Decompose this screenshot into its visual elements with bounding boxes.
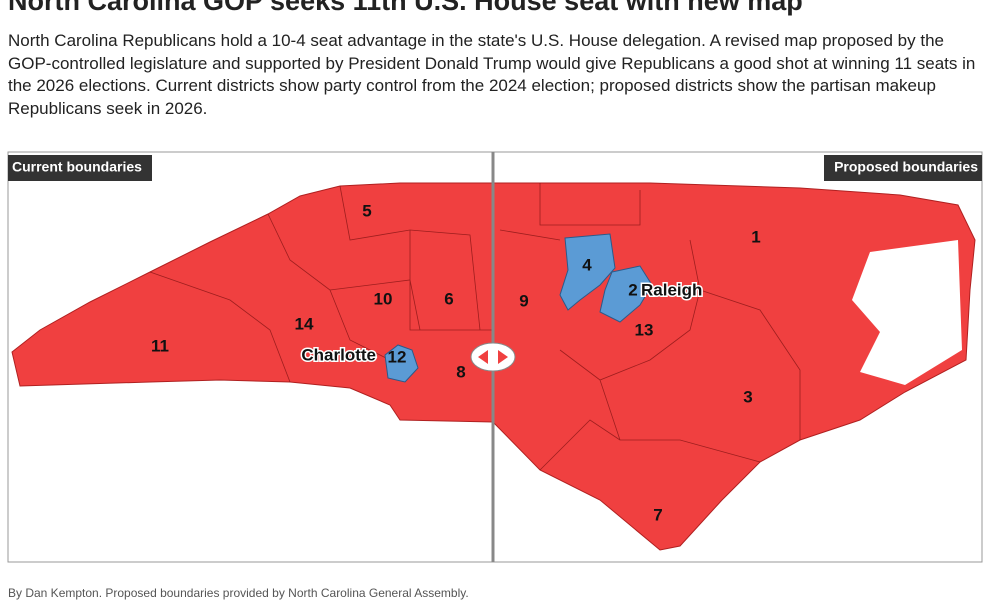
district-number: 12 xyxy=(388,347,407,366)
blue-district xyxy=(599,265,653,323)
label-bg xyxy=(824,155,982,181)
district-number: 5 xyxy=(362,201,371,220)
handle[interactable] xyxy=(470,342,516,372)
district-number: 11 xyxy=(151,336,169,355)
city-label: Raleigh xyxy=(641,280,702,299)
description: North Carolina Republicans hold a 10-4 s… xyxy=(8,31,976,118)
proposed-map xyxy=(493,182,976,551)
handle-arrows xyxy=(478,350,508,364)
blue-district xyxy=(384,344,419,383)
label-bg xyxy=(8,155,152,181)
district-number: 8 xyxy=(456,362,465,381)
right-label: Proposed boundaries xyxy=(834,159,978,175)
district-number: 7 xyxy=(653,505,662,524)
district-number: 2 xyxy=(628,280,637,299)
credit: By Dan Kempton. Proposed boundaries prov… xyxy=(8,586,469,600)
district-number: 3 xyxy=(743,387,752,406)
district-number: 4 xyxy=(582,255,592,274)
sound xyxy=(852,240,962,385)
current-map xyxy=(11,182,493,551)
district-number: 13 xyxy=(635,320,654,339)
district-number: 1 xyxy=(751,227,760,246)
district-number: 14 xyxy=(295,314,314,333)
headline: North Carolina GOP seeks 11th U.S. House… xyxy=(8,0,803,16)
district-number: 6 xyxy=(444,289,453,308)
left-label: Current boundaries xyxy=(12,159,142,175)
slider-handle[interactable] xyxy=(470,342,516,372)
blue-district xyxy=(559,233,616,311)
district-borders xyxy=(499,183,801,471)
city-label: Charlotte xyxy=(301,345,376,364)
district-number: 10 xyxy=(374,289,393,308)
district-number: 9 xyxy=(519,291,528,310)
district-borders xyxy=(149,185,493,383)
